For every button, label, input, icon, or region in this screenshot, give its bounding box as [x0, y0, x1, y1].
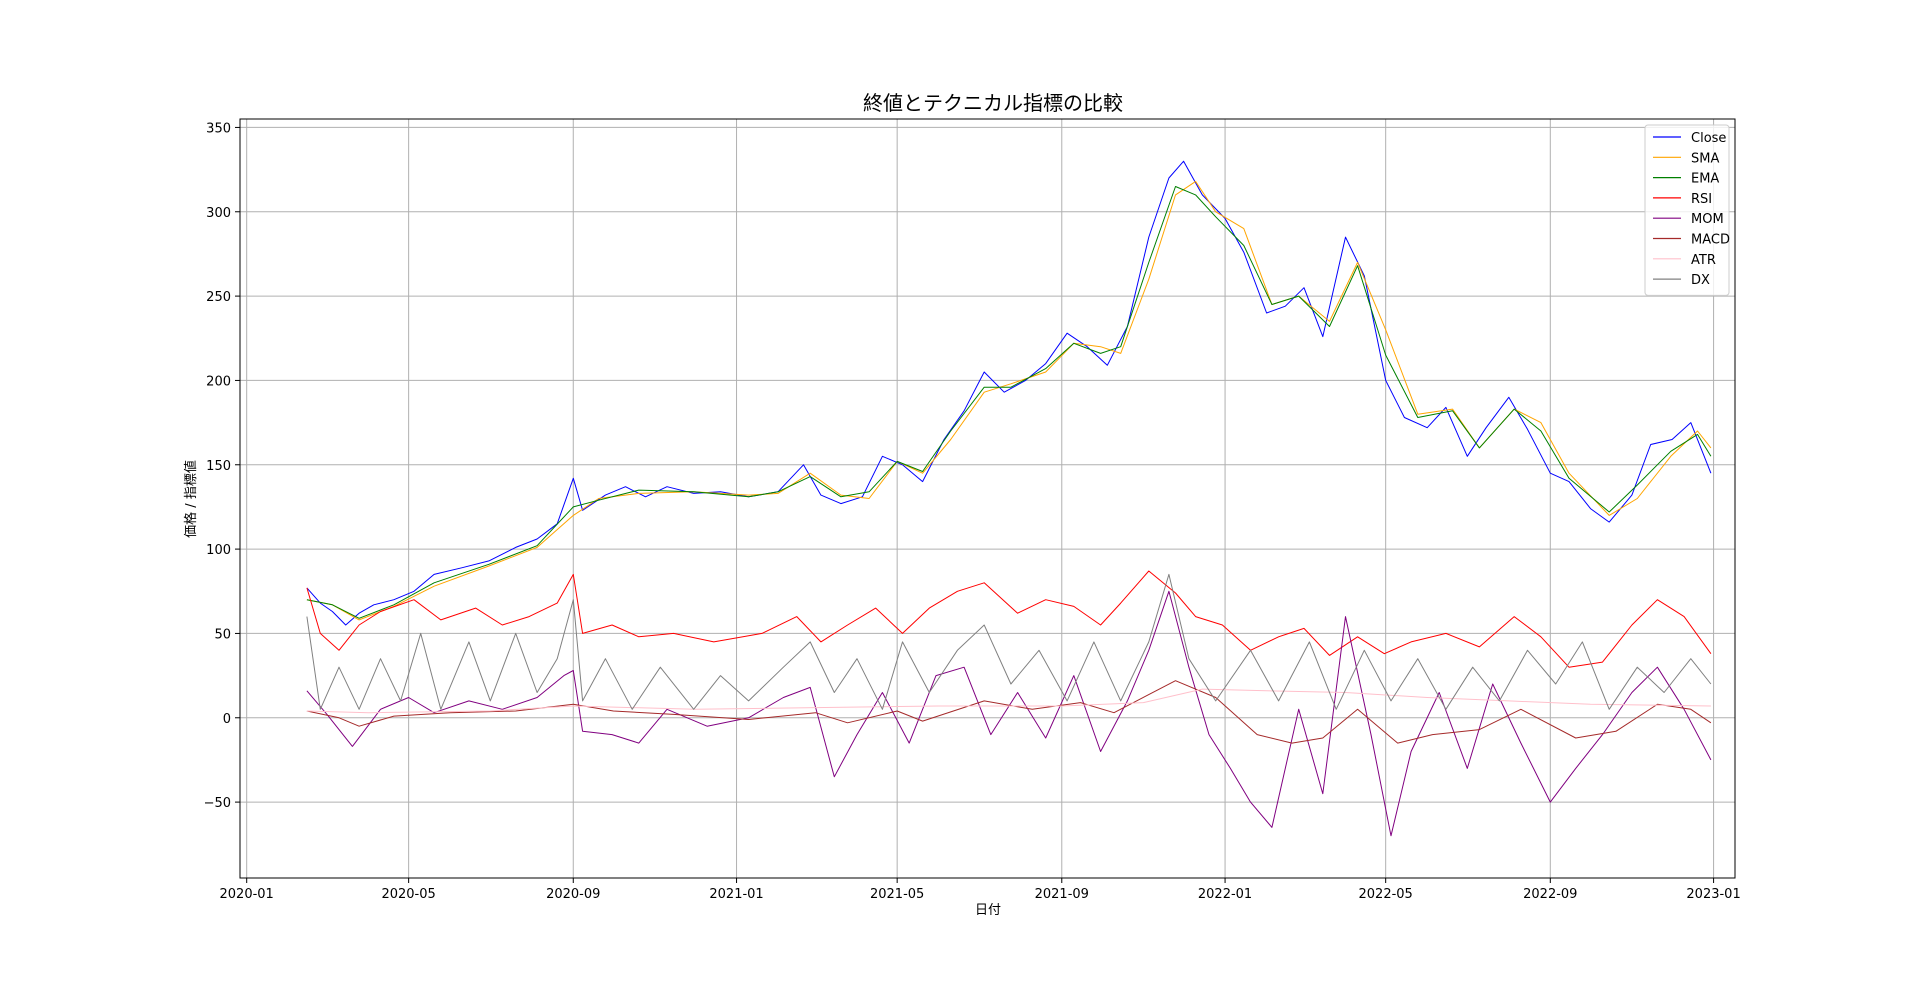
x-tick-label: 2021-09 — [1035, 887, 1089, 902]
legend-box — [1644, 124, 1730, 296]
legend-label-rsi: RSI — [1691, 192, 1712, 207]
x-tick-label: 2020-01 — [220, 887, 274, 902]
legend-label-macd: MACD — [1691, 233, 1730, 248]
chart-title: 終値とテクニカル指標の比較 — [863, 91, 1123, 115]
y-tick-label: 200 — [206, 374, 231, 389]
plot-area-frame — [239, 118, 1736, 879]
y-tick-label: 250 — [206, 290, 231, 305]
series-line-atr — [306, 688, 1711, 714]
x-tick-label: 2021-05 — [870, 887, 924, 902]
legend-label-close: Close — [1691, 131, 1726, 146]
x-axis-title: 日付 — [975, 903, 1001, 918]
series-line-mom — [306, 590, 1712, 837]
x-tick-label: 2020-09 — [546, 887, 600, 902]
legend-label-mom: MOM — [1691, 212, 1724, 227]
y-tick-label: −50 — [204, 796, 231, 811]
legend-label-atr: ATR — [1691, 253, 1716, 268]
axes: 2020-01 2020-05 2020-09 2021-01 2021-05 2021-… — [204, 121, 1741, 902]
y-tick-label: 350 — [206, 121, 231, 136]
y-tick-label: 150 — [206, 459, 231, 474]
x-tick-label: 2023-01 — [1686, 887, 1740, 902]
x-tick-label: 2022-05 — [1359, 887, 1413, 902]
series-line-close — [306, 160, 1712, 626]
grid-lines — [240, 119, 1735, 878]
x-tick-label: 2021-01 — [709, 887, 763, 902]
x-tick-label: 2020-05 — [381, 887, 435, 902]
y-axis-title: 価格 / 指標値 — [183, 460, 199, 538]
series-line-ema — [306, 186, 1712, 619]
y-tick-label: 100 — [206, 543, 231, 558]
legend-label-dx: DX — [1691, 273, 1710, 288]
legend-label-sma: SMA — [1691, 151, 1719, 166]
series-line-rsi — [306, 570, 1712, 668]
legend-label-ema: EMA — [1691, 172, 1719, 187]
series-line-dx — [306, 573, 1712, 710]
x-tick-label: 2022-09 — [1523, 887, 1577, 902]
y-tick-label: 300 — [206, 206, 231, 221]
series-lines — [306, 160, 1712, 837]
x-tick-label: 2022-01 — [1198, 887, 1252, 902]
y-tick-label: 0 — [223, 712, 231, 727]
y-tick-label: 50 — [214, 627, 231, 642]
legend: Close SMA EMA RSI MOM MACD ATR DX — [1644, 124, 1730, 296]
